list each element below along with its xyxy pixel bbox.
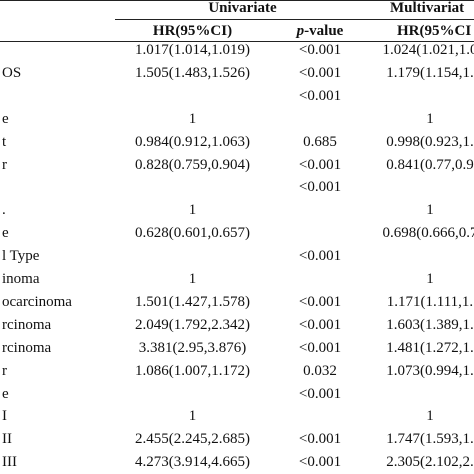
group-header: Multivariat xyxy=(390,0,465,16)
hr-univariate: 1 xyxy=(188,408,197,425)
row-label: e xyxy=(2,385,9,402)
hr-multivariate: 2.305(2.102,2. xyxy=(386,454,474,471)
hr-multivariate: 0.841(0.77,0.9 xyxy=(386,156,474,173)
hr-univariate: 1.501(1.427,1.578) xyxy=(135,293,250,310)
p-value: <0.001 xyxy=(298,156,342,173)
p-value: <0.001 xyxy=(298,42,342,58)
top-rule xyxy=(0,0,474,1)
hr-univariate: 0.984(0.912,1.063) xyxy=(135,133,250,150)
row-label: e xyxy=(2,110,9,127)
p-value: 0.685 xyxy=(303,133,337,150)
group-header: Univariate xyxy=(208,0,277,16)
hr-multivariate: 1 xyxy=(426,271,434,287)
row-label: ocarcinoma xyxy=(2,293,72,310)
row-label: III xyxy=(2,454,17,471)
row-label: OS xyxy=(2,64,22,81)
hr-multivariate: 1.481(1.272,1. xyxy=(386,339,474,356)
column-header: HR(95%CI) xyxy=(152,23,233,39)
hr-multivariate: 1.024(1.021,1.0 xyxy=(382,42,474,58)
p-value: <0.001 xyxy=(298,179,342,196)
row-label: t xyxy=(2,133,7,150)
hr-univariate: 1 xyxy=(188,271,197,287)
p-value: <0.001 xyxy=(298,316,342,333)
row-label: . xyxy=(2,202,6,219)
column-header: p-value xyxy=(270,21,370,41)
row-label: l Type xyxy=(2,248,40,265)
hr-univariate: 1 xyxy=(188,202,197,219)
hr-multivariate: 1.179(1.154,1. xyxy=(386,64,474,81)
hr-univariate: 0.628(0.601,0.657) xyxy=(135,225,250,242)
hr-univariate: 2.455(2.245,2.685) xyxy=(135,431,250,448)
hr-multivariate: 1.171(1.111,1. xyxy=(386,293,474,310)
hr-univariate: 1.086(1.007,1.172) xyxy=(135,362,250,379)
hr-multivariate: 0.698(0.666,0.7 xyxy=(382,225,474,242)
row-label: rcinoma xyxy=(2,339,52,356)
column-header: HR(95%CI xyxy=(397,23,472,39)
hr-univariate: 1.505(1.483,1.526) xyxy=(135,64,250,81)
hr-univariate: 1.017(1.014,1.019) xyxy=(135,42,250,58)
hr-multivariate: 1.603(1.389,1. xyxy=(386,316,474,333)
hr-univariate: 1 xyxy=(188,110,197,127)
hr-univariate: 2.049(1.792,2.342) xyxy=(135,316,250,333)
p-value: <0.001 xyxy=(298,385,342,402)
row-label: rcinoma xyxy=(2,316,52,333)
row-label: I xyxy=(2,408,7,425)
p-value: <0.001 xyxy=(298,431,342,448)
p-value: <0.001 xyxy=(298,248,342,265)
row-label: r xyxy=(2,156,7,173)
hr-multivariate: 1 xyxy=(426,202,434,219)
p-value: 0.032 xyxy=(303,362,337,379)
p-value: <0.001 xyxy=(298,87,342,104)
hr-univariate: 0.828(0.759,0.904) xyxy=(135,156,250,173)
row-label: e xyxy=(2,225,9,242)
hr-univariate: 4.273(3.914,4.665) xyxy=(135,454,250,471)
hr-multivariate: 0.998(0.923,1. xyxy=(386,133,474,150)
p-value: <0.001 xyxy=(298,454,342,471)
hr-multivariate: 1 xyxy=(426,408,434,425)
hr-univariate: 3.381(2.95,3.876) xyxy=(138,339,247,356)
row-label: r xyxy=(2,362,7,379)
hr-multivariate: 1.073(0.994,1. xyxy=(386,362,474,379)
hr-multivariate: 1.747(1.593,1. xyxy=(386,431,474,448)
p-value: <0.001 xyxy=(298,339,342,356)
group-rule xyxy=(115,19,474,20)
p-value-header: p-value xyxy=(296,23,344,39)
p-value: <0.001 xyxy=(298,64,342,81)
row-label: inoma xyxy=(2,271,40,287)
row-label: II xyxy=(2,431,12,448)
hr-multivariate: 1 xyxy=(426,110,434,127)
p-value: <0.001 xyxy=(298,293,342,310)
header-rule xyxy=(0,41,474,42)
